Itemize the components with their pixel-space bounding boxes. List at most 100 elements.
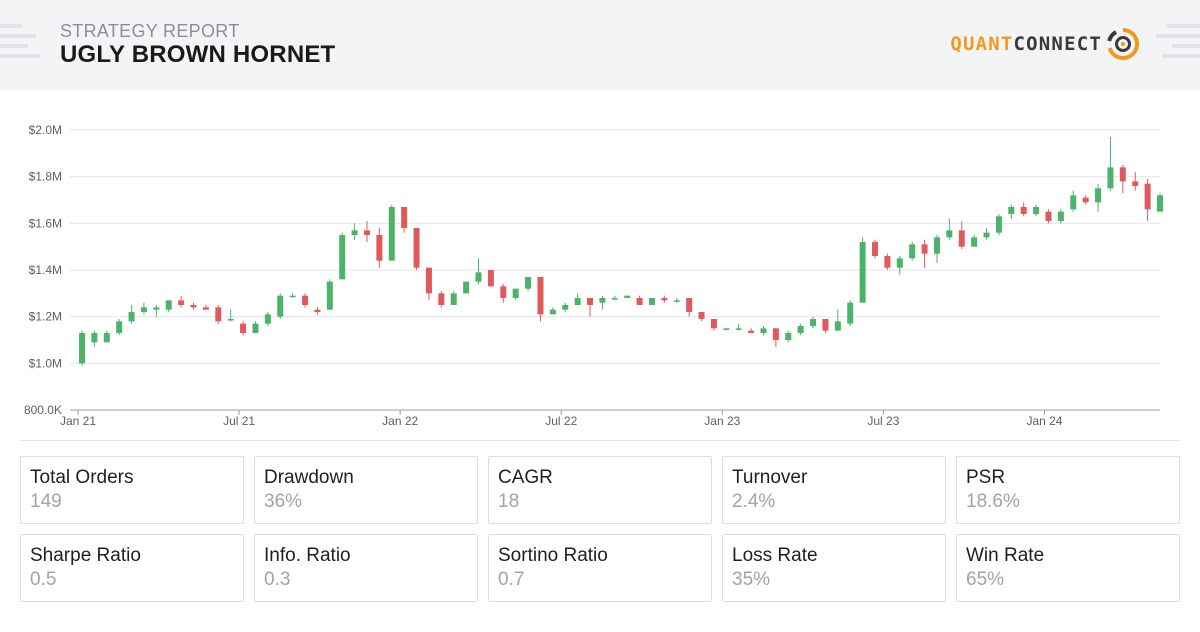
- report-subtitle: STRATEGY REPORT: [60, 21, 240, 41]
- y-tick-label: $1.8M: [29, 170, 62, 184]
- candle-up: [847, 300, 854, 326]
- candle-body: [413, 228, 420, 268]
- stat-label: Drawdown: [264, 467, 354, 488]
- candle-up: [153, 305, 160, 317]
- stat-value: 2.4%: [732, 491, 776, 512]
- candle-down: [636, 295, 643, 305]
- stat-value: 18.6%: [966, 491, 1020, 512]
- candle-down: [302, 293, 309, 308]
- candle-up: [463, 281, 470, 294]
- stat-value: 0.7: [498, 569, 525, 590]
- candle-body: [698, 312, 705, 319]
- stat-value: 0.3: [264, 569, 291, 590]
- candle-body: [723, 328, 730, 330]
- stat-label: CAGR: [498, 467, 553, 488]
- candle-down: [698, 312, 705, 322]
- candle-down: [178, 295, 185, 308]
- candle-down: [686, 298, 693, 317]
- candle-down: [872, 239, 879, 259]
- candle-body: [326, 281, 333, 310]
- candle-up: [1095, 183, 1102, 212]
- candle-up: [574, 293, 581, 305]
- candle-body: [624, 295, 631, 298]
- candle-up: [140, 302, 147, 315]
- candle-body: [289, 295, 296, 298]
- candle-body: [1008, 207, 1015, 214]
- candle-up: [1008, 204, 1015, 219]
- candle-body: [995, 216, 1002, 233]
- chart-canvas: $2.0M$1.8M$1.6M$1.4M$1.2M$1.0M800.0KJan …: [24, 123, 1163, 428]
- candle-body: [1057, 211, 1064, 221]
- candle-up: [116, 319, 123, 336]
- candle-body: [277, 295, 284, 317]
- candle-body: [661, 298, 668, 301]
- candle-body: [252, 323, 259, 333]
- candle-up: [79, 330, 85, 366]
- candle-body: [240, 323, 247, 333]
- candle-body: [958, 230, 965, 247]
- candle-up: [896, 256, 903, 275]
- candle-up: [227, 309, 234, 322]
- candle-body: [116, 321, 123, 333]
- y-tick-label: $1.2M: [29, 310, 62, 324]
- candle-down: [215, 305, 222, 324]
- candle-down: [1132, 172, 1139, 191]
- candle-down: [401, 207, 408, 233]
- candle-up: [339, 232, 346, 280]
- candle-body: [983, 232, 990, 238]
- candle-up: [165, 300, 172, 312]
- stat-value: 35%: [732, 569, 771, 590]
- candle-down: [190, 302, 197, 310]
- candle-up: [252, 321, 259, 333]
- quantconnect-target-icon: [1107, 28, 1140, 60]
- stat-label: PSR: [966, 467, 1006, 488]
- candle-body: [438, 293, 445, 305]
- candle-up: [525, 277, 532, 291]
- stat-value: 36%: [264, 491, 303, 512]
- candle-body: [884, 256, 891, 268]
- candle-body: [785, 333, 792, 340]
- candle-down: [363, 221, 370, 242]
- candle-down: [1082, 195, 1089, 205]
- candle-down: [710, 319, 717, 331]
- candle-up: [277, 293, 284, 319]
- candle-body: [686, 298, 693, 312]
- stat-card: Total Orders 149: [20, 456, 244, 524]
- strategy-name: UGLY BROWN HORNET: [60, 41, 336, 68]
- candle-up: [723, 328, 730, 331]
- candle-up: [834, 309, 841, 331]
- candle-up: [512, 288, 519, 301]
- candle-body: [822, 319, 829, 331]
- candle-body: [896, 258, 903, 268]
- candle-body: [1082, 197, 1089, 203]
- candle-body: [450, 293, 457, 305]
- candle-up: [760, 326, 767, 336]
- candle-body: [748, 330, 755, 333]
- stat-label: Sharpe Ratio: [30, 545, 141, 566]
- candle-body: [1020, 207, 1027, 214]
- candle-body: [673, 300, 680, 302]
- quantconnect-logo[interactable]: QUANT CONNECT: [950, 24, 1140, 64]
- candle-up: [562, 302, 569, 312]
- x-tick-label: Jul 22: [545, 414, 577, 428]
- candle-body: [165, 300, 172, 310]
- candle-body: [772, 328, 779, 340]
- logo-quant-text: QUANT: [950, 32, 1014, 55]
- stat-card: PSR 18.6%: [956, 456, 1180, 524]
- candle-down: [921, 239, 928, 268]
- candle-up: [103, 330, 110, 343]
- candle-body: [636, 298, 643, 305]
- candle-up: [946, 218, 953, 240]
- y-tick-label: 800.0K: [24, 403, 62, 417]
- candle-body: [971, 237, 978, 247]
- candle-down: [202, 305, 209, 310]
- candle-body: [363, 230, 370, 235]
- candle-up: [971, 235, 978, 247]
- candle-down: [1020, 202, 1027, 217]
- x-tick-label: Jul 23: [867, 414, 899, 428]
- candle-body: [909, 244, 916, 259]
- stat-card: CAGR 18: [488, 456, 712, 524]
- candle-up: [128, 305, 135, 324]
- candle-body: [264, 314, 271, 324]
- candle-body: [302, 295, 309, 305]
